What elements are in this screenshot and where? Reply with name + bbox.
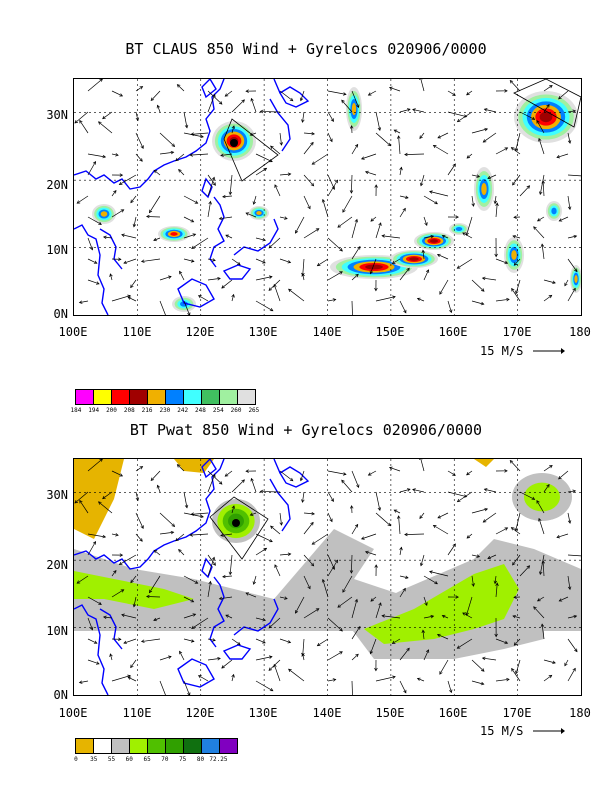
panel1-map-graphic [74, 79, 581, 315]
colorbar-swatch [202, 739, 220, 753]
panel2-lon-100e: 100E [58, 706, 88, 720]
panel1-title: BT CLAUS 850 Wind + Gyrelocs 020906/0000 [125, 40, 487, 58]
colorbar-swatch [220, 739, 237, 753]
colorbar-label: 184 [70, 407, 82, 414]
colorbar-swatch [112, 739, 130, 753]
panel1-lon-100e: 100E [58, 325, 88, 339]
colorbar-swatch [112, 390, 130, 404]
panel2-title: BT Pwat 850 Wind + Gyrelocs 020906/0000 [129, 421, 483, 439]
colorbar-label: 60 [125, 756, 133, 763]
colorbar-label: 194 [88, 407, 100, 414]
colorbar-label: 70 [161, 756, 169, 763]
colorbar-label: 248 [195, 407, 206, 414]
scale-arrow-icon [532, 348, 565, 354]
colorbar-swatch [94, 390, 112, 404]
colorbar-label: 260 [230, 407, 242, 414]
panel1-lat-30n: 30N [46, 108, 68, 122]
panel2-map [73, 458, 582, 696]
panel1-lon-150e: 150E [375, 325, 405, 339]
panel1-lon-180: 180 [569, 325, 591, 339]
panel2-lon-160e: 160E [438, 706, 468, 720]
colorbar-swatch [220, 390, 238, 404]
colorbar-label: 80 [196, 756, 205, 763]
panel2-scale-label: 15 M/S [480, 724, 565, 738]
colorbar-swatch [202, 390, 220, 404]
colorbar-label: 72.25 [209, 756, 228, 763]
colorbar-swatch [238, 390, 255, 404]
colorbar-swatch [148, 739, 166, 753]
panel2-lon-130e: 130E [248, 706, 278, 720]
panel2-lon-150e: 150E [375, 706, 405, 720]
colorbar-swatch [76, 739, 94, 753]
colorbar-label: 75 [179, 756, 187, 763]
colorbar-swatch [94, 739, 112, 753]
panel2-lat-30n: 30N [46, 488, 68, 502]
colorbar-label: 0 [74, 756, 78, 763]
panel1-lon-130e: 130E [248, 325, 278, 339]
panel2-lon-140e: 140E [312, 706, 342, 720]
colorbar-swatch [130, 390, 148, 404]
panel1-lon-120e: 120E [185, 325, 215, 339]
colorbar-swatch [166, 739, 184, 753]
panel2-colorbar [75, 738, 238, 754]
panel1-lon-170e: 170E [502, 325, 532, 339]
panel1-lon-110e: 110E [122, 325, 152, 339]
panel2-lat-10n: 10N [46, 624, 68, 638]
panel1-lat-20n: 20N [46, 178, 68, 192]
panel2-colorbar-labels: 0 35 55 60 65 70 75 80 72.25 [67, 756, 227, 763]
panel2-lon-120e: 120E [185, 706, 215, 720]
panel2-map-graphic [74, 459, 581, 695]
panel1-lon-140e: 140E [312, 325, 342, 339]
panel1-colorbar [75, 389, 256, 405]
panel2-lat-20n: 20N [46, 558, 68, 572]
panel2-lon-170e: 170E [502, 706, 532, 720]
colorbar-label: 216 [141, 407, 153, 414]
panel1-map [73, 78, 582, 316]
colorbar-swatch [148, 390, 166, 404]
colorbar-swatch [166, 390, 184, 404]
colorbar-label: 55 [107, 756, 116, 763]
panel1-lat-0n: 0N [53, 307, 68, 321]
colorbar-swatch [184, 739, 202, 753]
colorbar-label: 242 [177, 407, 189, 414]
colorbar-label: 254 [212, 407, 224, 414]
panel2-lon-180: 180 [569, 706, 591, 720]
panel1-colorbar-labels: 184 194 200 208 216 230 242 248 254 260 265 [67, 407, 263, 414]
colorbar-label: 65 [143, 756, 151, 763]
panel2-lat-0n: 0N [53, 688, 68, 702]
colorbar-label: 265 [248, 407, 260, 414]
scale-arrow-icon [532, 728, 565, 734]
colorbar-swatch [184, 390, 202, 404]
colorbar-swatch [130, 739, 148, 753]
panel1-lon-160e: 160E [438, 325, 468, 339]
colorbar-swatch [76, 390, 94, 404]
colorbar-label: 208 [123, 407, 135, 414]
panel1-scale-label: 15 M/S [480, 344, 565, 358]
panel2-lon-110e: 110E [122, 706, 152, 720]
colorbar-label: 35 [90, 756, 98, 763]
colorbar-label: 200 [106, 407, 117, 414]
colorbar-label: 230 [159, 407, 171, 414]
panel1-lat-10n: 10N [46, 243, 68, 257]
